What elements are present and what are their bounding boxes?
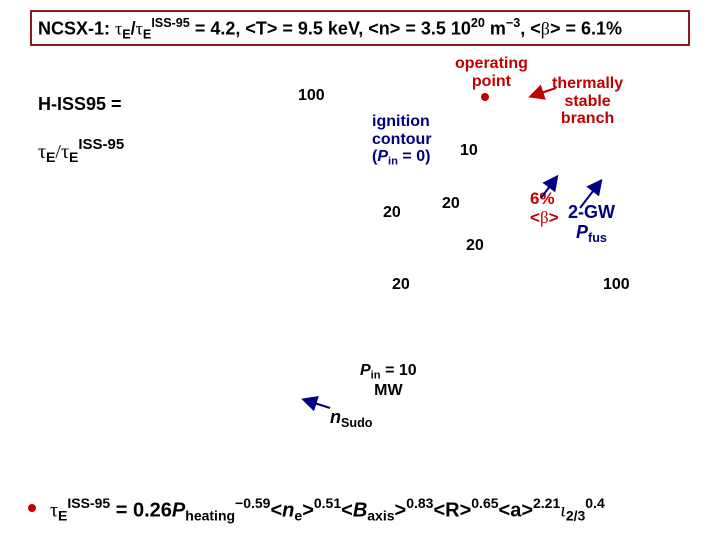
title: NCSX-1: τE/τEISS-95 = 4.2, <T> = 9.5 keV…: [38, 16, 623, 42]
annotation-text: ignition: [372, 113, 430, 130]
title-text: m: [484, 18, 506, 39]
title-text: = 4.2, <T> = 9.5 keV, <n> = 3.5 10: [189, 18, 471, 39]
annotation-text: P: [576, 221, 589, 242]
formula-text: 0.4: [585, 495, 605, 511]
title-text: E: [142, 27, 152, 42]
formula-text: 2.21: [533, 495, 561, 511]
title-text: > = 6.1%: [549, 18, 623, 39]
formula-text: B: [352, 499, 368, 522]
annotation-text: point: [471, 72, 511, 90]
annotation: Pin = 10 MW: [360, 362, 417, 399]
annotation: operating point: [455, 55, 528, 90]
formula-text: >: [302, 499, 314, 522]
contour-label: 100: [298, 87, 325, 104]
formula-text: 2/3: [565, 507, 586, 524]
annotation-text: 6%: [530, 189, 555, 208]
formula-text: τ: [50, 499, 59, 522]
title-box: [30, 10, 690, 46]
axis-label-text: /τ: [55, 141, 69, 163]
axis-label-text: ISS-95: [78, 136, 125, 153]
title-text: /: [130, 18, 136, 39]
formula-text: axis: [367, 507, 395, 524]
annotation-text: <: [530, 207, 540, 227]
formula-text: ι: [560, 499, 566, 522]
contour-label: 100: [603, 276, 630, 293]
contour-label: 20: [383, 204, 401, 221]
formula-text: n: [282, 499, 295, 522]
annotation-text: P: [377, 148, 388, 166]
formula-text: ISS-95: [67, 495, 111, 511]
annotation-text: contour: [372, 130, 432, 148]
formula-text: heating: [185, 507, 236, 524]
axis-label-text: E: [68, 149, 79, 166]
contour-label: 10: [460, 142, 478, 159]
title-text: β: [540, 18, 550, 39]
formula-text: 0.83: [406, 495, 434, 511]
formula-text: <: [270, 499, 283, 522]
formula-text: <: [341, 499, 353, 522]
title-text: −3: [505, 16, 521, 30]
annotation-text: = 0): [397, 148, 431, 166]
operating-point: [481, 93, 489, 101]
axis-label-text: τ: [38, 141, 47, 163]
formula-text: −0.59: [235, 495, 271, 511]
arrow: [301, 396, 331, 412]
formula-text: E: [58, 507, 68, 524]
arrow: [540, 174, 559, 199]
annotation-text: P: [360, 362, 371, 379]
annotation-text: Sudo: [341, 415, 373, 430]
formula-text: <R>: [433, 499, 472, 522]
annotation-text: n: [330, 407, 341, 427]
annotation-text: MW: [374, 381, 403, 399]
axis-label: τE/τEISS-95: [38, 136, 125, 166]
annotation-text: in: [370, 369, 381, 382]
formula: τEISS-95 = 0.26Pheating−0.59<ne>0.51<Bax…: [50, 495, 605, 524]
annotation-text: operating: [455, 55, 528, 72]
title-text: τ: [135, 18, 143, 39]
axis-label-text: E: [46, 149, 56, 166]
annotation: thermally stable branch: [552, 75, 623, 128]
annotation-text: fus: [588, 230, 607, 245]
annotation-text: = 10: [380, 362, 417, 379]
annotation-text: stable: [564, 92, 611, 110]
axis-label: H-ISS95 =: [38, 94, 122, 114]
annotation-text: thermally: [552, 75, 624, 92]
formula-text: <a>: [498, 499, 533, 522]
contour-label: 20: [442, 195, 460, 212]
annotation-text: β: [539, 207, 549, 227]
formula-text: 0.51: [313, 495, 342, 511]
annotation: ignition contour (Pin = 0): [372, 113, 432, 168]
contour-label: 20: [392, 276, 410, 293]
formula-text: >: [394, 499, 407, 522]
annotation: 6% <β>: [530, 189, 559, 227]
title-text: E: [122, 27, 131, 42]
title-text: ISS-95: [151, 16, 190, 30]
bullet: [28, 504, 36, 512]
arrow: [528, 84, 557, 100]
formula-text: P: [171, 499, 186, 522]
annotation-text: in: [388, 155, 398, 168]
title-text: NCSX-1:: [38, 18, 116, 39]
contour-label: 20: [466, 237, 484, 254]
formula-text: e: [294, 507, 303, 524]
title-text: τ: [115, 18, 123, 39]
arrow: [579, 178, 603, 209]
title-text: , <: [520, 18, 541, 39]
title-text: 20: [470, 16, 485, 30]
annotation-text: (: [372, 148, 378, 166]
annotation-text: branch: [560, 110, 615, 128]
annotation-text: >: [548, 207, 559, 227]
formula-text: 0.65: [471, 495, 499, 511]
formula-text: = 0.26: [110, 499, 172, 522]
annotation: nSudo: [330, 407, 373, 431]
